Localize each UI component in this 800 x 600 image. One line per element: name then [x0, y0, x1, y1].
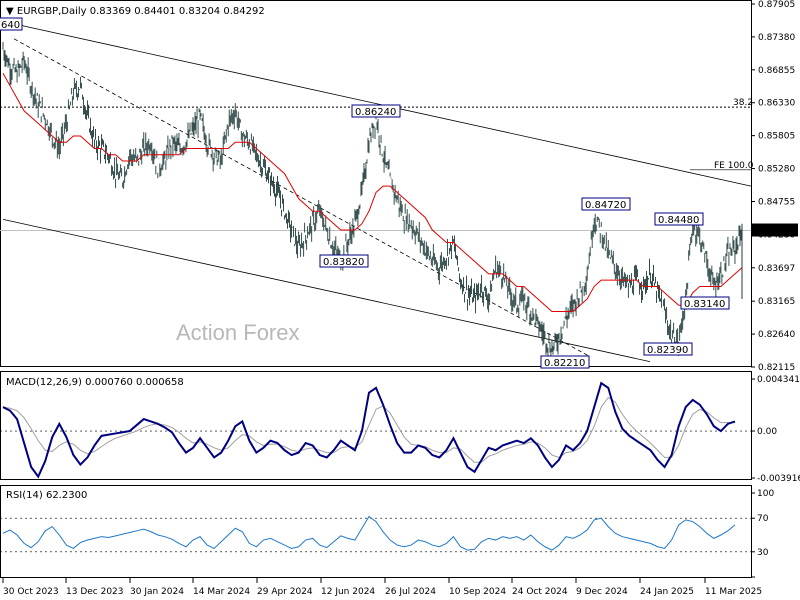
price-callout: 0.86240 [351, 104, 401, 118]
price-header: ▼ EURGBP,Daily 0.83369 0.84401 0.83204 0… [6, 6, 265, 17]
time-axis: 30 Oct 2023 13 Dec 2023 30 Jan 2024 14 Mar … [2, 578, 762, 597]
price-callout: 0.84720 [581, 197, 631, 211]
price-callout-box [643, 342, 693, 356]
rsi-y-tick-label: 30 [757, 548, 769, 558]
x-tick-label: 30 Oct 2023 [3, 587, 59, 597]
price-callout: 0.82390 [643, 342, 693, 356]
upper-channel-line [4, 21, 752, 187]
price-callout-box [319, 254, 369, 268]
moving-average-path [2, 73, 743, 313]
y-tick-label: 0.85280 [758, 165, 795, 175]
price-callout-text: 0.82210 [544, 358, 585, 369]
rsi-y-tick-label: 70 [757, 514, 769, 524]
y-tick-label: 0.86330 [758, 99, 795, 109]
rsi-header: RSI(14) 62.2300 [6, 490, 87, 501]
x-tick-label: 29 Apr 2024 [257, 587, 313, 597]
current-price-tag-bg [752, 223, 798, 237]
price-guide-lines: 38.2 FE 100.0 0.84292 [0, 21, 798, 363]
price-callout-text: 0.84720 [585, 200, 626, 211]
rsi-y-axis: 100 70 30 [751, 489, 774, 578]
y-tick-label: 0.84755 [758, 197, 795, 207]
x-tick-label: 24 Jan 2025 [640, 587, 694, 597]
price-callout-text: 0.83820 [323, 257, 364, 268]
y-tick-label: 0.87380 [758, 33, 795, 43]
x-tick-label: 24 Oct 2024 [512, 587, 568, 597]
y-tick-label: 0.82640 [758, 330, 795, 340]
macd-lines [0, 381, 751, 479]
x-tick-label: 10 Sep 2024 [449, 587, 506, 597]
y-tick-label: 0.85805 [758, 132, 795, 142]
price-callout-text: 640 [1, 20, 20, 31]
x-tick-label: 14 Mar 2024 [193, 587, 250, 597]
moving-average-line [2, 73, 743, 313]
macd-header: MACD(12,26,9) 0.000760 0.000658 [6, 377, 184, 388]
macd-y-tick-label: 0.004341 [757, 375, 800, 385]
price-callout-text: 0.86240 [355, 107, 396, 118]
y-tick-label: 0.83165 [758, 297, 795, 307]
price-callout: 0.83820 [319, 254, 369, 268]
x-tick-label: 26 Jul 2024 [385, 587, 436, 597]
y-tick-label: 0.83697 [758, 264, 795, 274]
fib-38-label: 38.2 [733, 98, 753, 108]
macd-main-line [2, 381, 736, 479]
price-callout-box [680, 296, 730, 310]
price-y-axis: 0.87905 0.87380 0.86855 0.86330 0.85805 0.852… [751, 0, 795, 373]
price-callout: 0.84480 [654, 212, 704, 226]
y-tick-label: 0.86855 [758, 66, 795, 76]
current-price-tag-text: 0.84292 [756, 227, 793, 237]
price-callout-box [0, 17, 23, 31]
rsi-panel-frame [0, 485, 752, 578]
price-callout-text: 0.83140 [684, 299, 725, 310]
x-tick-label: 12 Jun 2024 [321, 587, 375, 597]
x-tick-label: 13 Dec 2023 [66, 587, 124, 597]
y-tick-label: 0.82115 [758, 363, 795, 373]
x-tick-label: 9 Dec 2024 [576, 587, 628, 597]
macd-y-tick-label: -0.003916 [757, 474, 800, 484]
rsi-path [2, 515, 736, 551]
price-callout-text: 0.82390 [647, 345, 688, 356]
price-callout-box [351, 104, 401, 118]
x-tick-label: 11 Mar 2025 [705, 587, 762, 597]
price-callout: 0.83140 [680, 296, 730, 310]
price-callout-box [654, 212, 704, 226]
rsi-line [0, 515, 751, 553]
fe-100-label: FE 100.0 [714, 161, 754, 171]
current-price-tag: 0.84292 [752, 223, 798, 237]
dashed-trend-line [13, 38, 591, 358]
price-panel-frame [0, 0, 752, 367]
watermark: Action Forex [176, 320, 300, 345]
price-callout: 640 [0, 17, 23, 31]
price-bars [2, 42, 743, 357]
price-annotations: 640 0.86240 0.83820 0.84720 0.84480 0.83140 0.… [0, 17, 730, 369]
price-callout-box [581, 197, 631, 211]
price-callout-text: 0.84480 [658, 215, 699, 226]
price-callout-box [540, 355, 590, 369]
y-tick-label: 0.87905 [758, 0, 795, 10]
macd-y-tick-label: 0.00 [757, 427, 777, 437]
rsi-y-tick-label: 100 [757, 489, 774, 499]
x-tick-label: 30 Jan 2024 [130, 587, 184, 597]
macd-y-axis: 0.004341 0.00 -0.003916 [751, 375, 800, 484]
price-callout: 0.82210 [540, 355, 590, 369]
